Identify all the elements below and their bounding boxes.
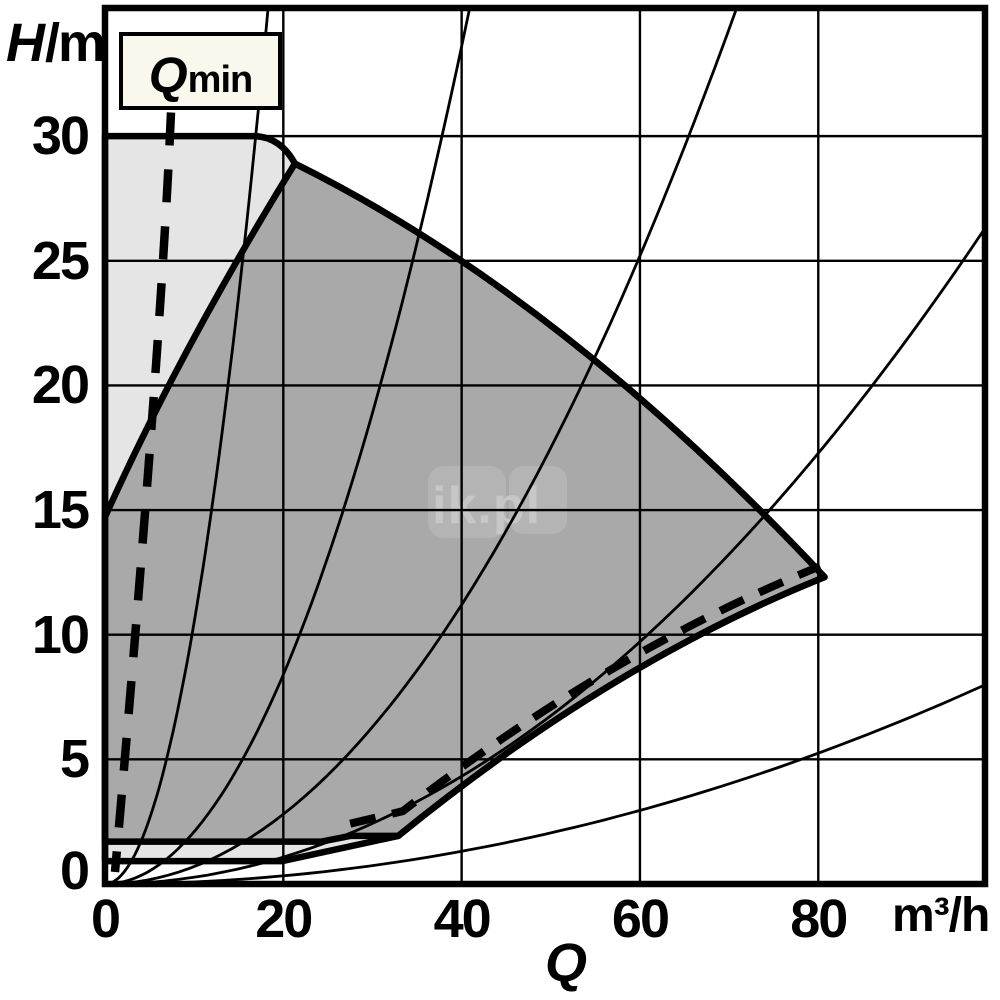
- y-tick-label: 30: [31, 106, 90, 167]
- watermark: ik.pl: [428, 466, 567, 538]
- qmin-limit-line: [110, 112, 176, 873]
- y-tick-label: 25: [31, 230, 90, 291]
- y-axis-label: H/m: [6, 13, 106, 73]
- x-tick-label: 40: [433, 889, 492, 949]
- y-tick-label: 15: [31, 480, 90, 541]
- x-axis-symbol: Q: [545, 933, 588, 993]
- x-axis-unit: m³/h: [892, 889, 990, 942]
- x-tick-label: 20: [255, 889, 313, 949]
- min-speed-limit-line: [349, 562, 822, 828]
- y-tick-label: 0: [59, 841, 90, 901]
- y-axis-unit: /m: [45, 13, 106, 73]
- qmin-symbol: Q: [148, 47, 188, 103]
- y-tick-label: 10: [31, 604, 90, 665]
- system-curve: [105, 683, 985, 884]
- x-tick-label: 60: [611, 889, 670, 949]
- plot-border: [101, 4, 989, 888]
- x-tick-label: 80: [790, 889, 848, 949]
- x-tick-label: 0: [90, 889, 121, 949]
- y-tick-label: 20: [31, 355, 90, 416]
- qmin-subscript: min: [187, 59, 254, 101]
- y-axis-symbol: H: [6, 13, 45, 73]
- watermark-text: ik.pl: [432, 477, 541, 535]
- system-curve: [105, 227, 985, 884]
- operating-range-outline: [101, 160, 828, 845]
- y-tick-label: 5: [59, 729, 90, 790]
